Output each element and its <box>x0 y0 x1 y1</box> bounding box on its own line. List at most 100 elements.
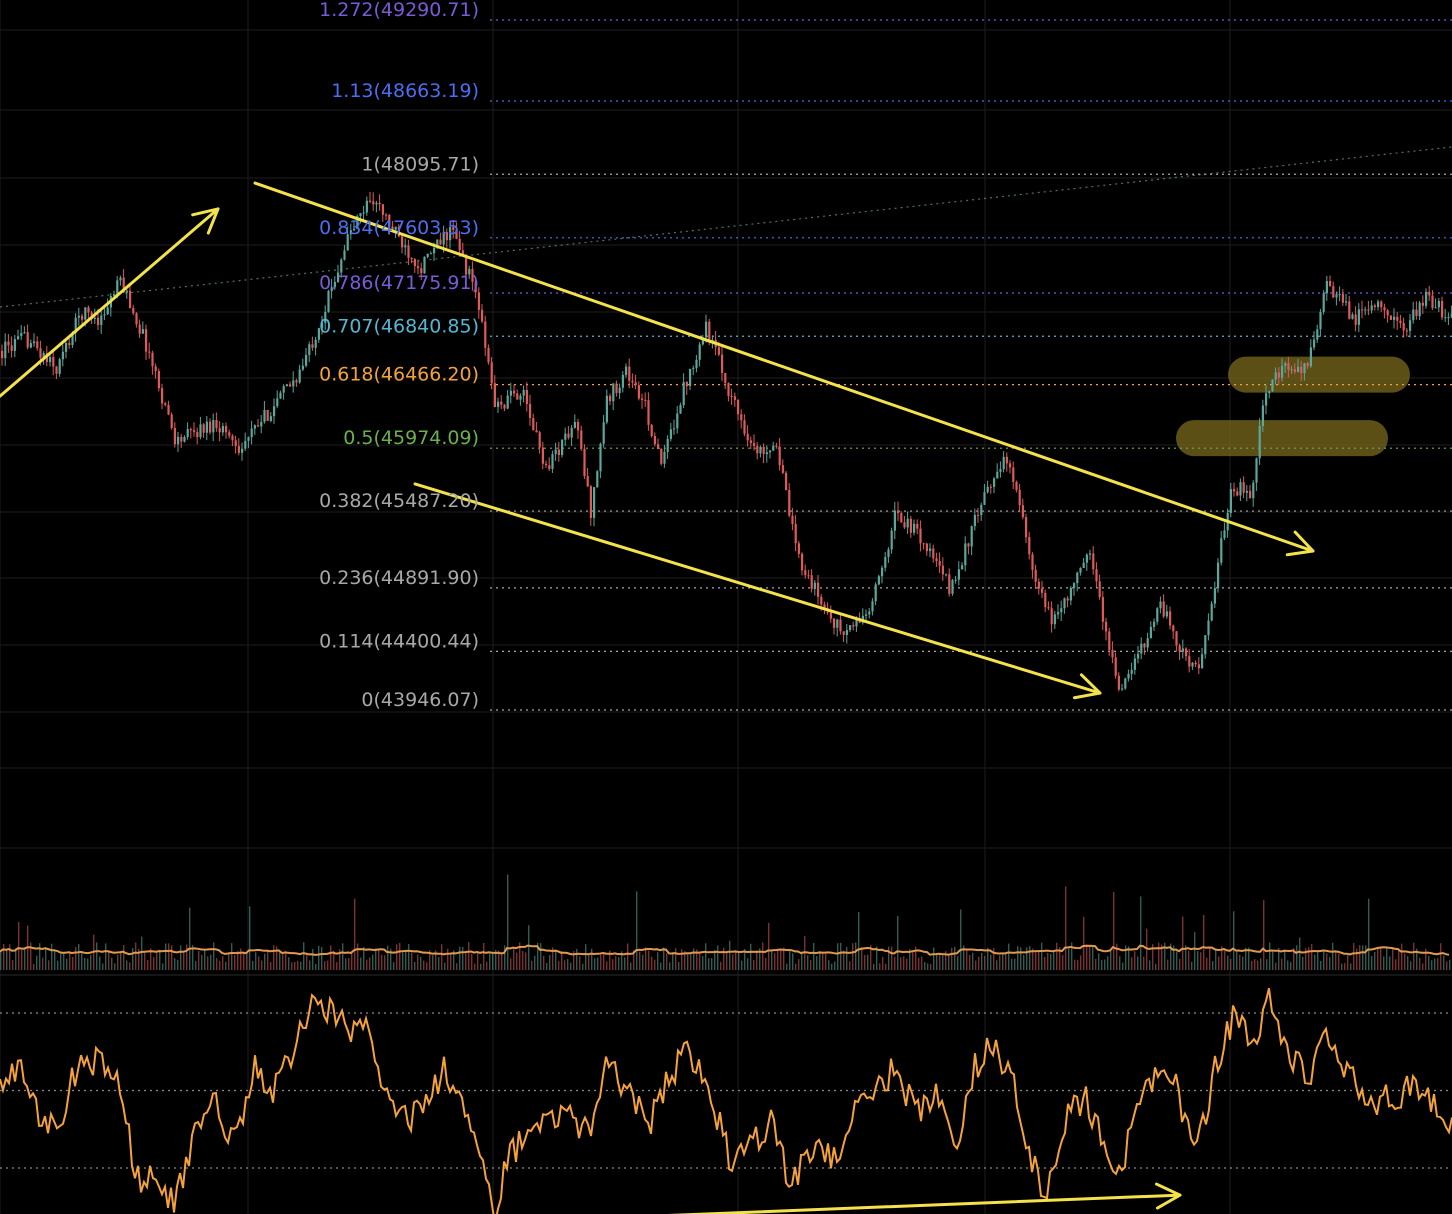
candle-body <box>484 321 487 348</box>
volume-bar <box>894 956 896 970</box>
trend-drawings[interactable] <box>0 181 1315 1214</box>
volume-bar <box>600 954 602 970</box>
candle-body <box>717 347 720 355</box>
candle-body <box>317 328 320 340</box>
volume-bar <box>1311 944 1313 970</box>
volume-bar <box>1365 945 1367 970</box>
volume-bar <box>780 948 782 970</box>
volume-bar <box>456 963 458 970</box>
volume-bar <box>723 947 725 970</box>
candle-body <box>1329 281 1332 287</box>
candle-body <box>237 446 240 453</box>
candle-body <box>887 549 890 558</box>
candle-body <box>1393 316 1396 320</box>
volume-bar <box>396 944 398 970</box>
volume-bar <box>132 948 134 970</box>
candle-body <box>1319 311 1322 330</box>
volume-bar <box>207 956 209 970</box>
candle-body <box>903 522 906 528</box>
candle-body <box>989 486 992 488</box>
volume-bar <box>102 963 104 970</box>
volume-bar <box>312 948 314 970</box>
candle-body <box>1197 664 1200 669</box>
volume-bar <box>315 963 317 970</box>
candle-body <box>122 277 125 293</box>
volume-bar <box>609 950 611 970</box>
candle-body <box>477 292 480 310</box>
candle-body <box>1367 309 1370 311</box>
volume-bar <box>1413 942 1415 970</box>
volume-bar <box>555 949 557 970</box>
volume-bar <box>108 951 110 970</box>
volume-bar <box>1305 948 1307 970</box>
volume-bar <box>789 951 791 970</box>
volume-bar <box>270 962 272 970</box>
volume-bar <box>1278 948 1280 970</box>
candle-body <box>1210 603 1213 621</box>
candle-body <box>900 513 903 523</box>
candle-body <box>749 440 752 444</box>
candle-body <box>1012 467 1015 482</box>
volume-bar <box>1050 953 1052 970</box>
volume-bar <box>1254 959 1256 970</box>
volume-bar <box>345 958 347 970</box>
candle-body <box>199 424 202 438</box>
volume-bar <box>183 951 185 970</box>
volume-bar <box>1218 956 1220 970</box>
candle-body <box>996 471 999 479</box>
candle-body <box>356 216 359 229</box>
volume-bar <box>648 950 650 970</box>
volume-bar <box>1194 932 1196 970</box>
volume-bar <box>1425 948 1427 970</box>
candle-body <box>65 343 68 352</box>
candle-body <box>1357 309 1360 325</box>
volume-bar <box>501 953 503 970</box>
candle-body <box>1137 653 1140 659</box>
candle-body <box>1332 286 1335 298</box>
volume-bar <box>774 953 776 970</box>
candle-body <box>189 429 192 431</box>
volume-bar <box>471 953 473 970</box>
volume-bar <box>369 957 371 970</box>
candle-body <box>442 232 445 245</box>
candle-body <box>487 347 490 363</box>
volume-bar <box>231 943 233 970</box>
volume-bar <box>990 954 992 970</box>
candle-body <box>980 504 983 516</box>
volume-bar <box>1182 916 1184 970</box>
candle-body <box>509 390 512 396</box>
upper-channel-arrow <box>253 181 1315 553</box>
volume-bar <box>564 960 566 970</box>
volume-bar <box>15 948 17 970</box>
candle-body <box>1322 293 1325 312</box>
candle-body <box>877 576 880 585</box>
volume-bar <box>657 952 659 970</box>
volume-bar <box>1260 958 1262 970</box>
candle-body <box>1303 363 1306 374</box>
volume-bar <box>729 940 731 970</box>
candle-body <box>369 200 372 202</box>
candle-body <box>340 259 343 273</box>
candle-body <box>522 389 525 396</box>
volume-bar <box>1179 958 1181 970</box>
candle-body <box>324 311 327 324</box>
volume-bar <box>1035 952 1037 970</box>
candle-body <box>794 524 797 544</box>
candle-body <box>321 323 324 329</box>
candle-body <box>807 575 810 577</box>
candle-body <box>1188 656 1191 667</box>
volume-bar <box>642 954 644 970</box>
candle-body <box>644 399 647 401</box>
divergence-arrow <box>667 1193 1182 1214</box>
candle-body <box>535 430 538 433</box>
volume-bar <box>1053 950 1055 970</box>
volume-bar <box>273 945 275 970</box>
candle-body <box>906 518 909 528</box>
volume-bar <box>1338 953 1340 970</box>
candle-body <box>429 253 432 255</box>
candle-body <box>298 369 301 383</box>
volume-bar <box>891 946 893 970</box>
candle-body <box>1047 607 1050 609</box>
candle-body <box>810 575 813 589</box>
